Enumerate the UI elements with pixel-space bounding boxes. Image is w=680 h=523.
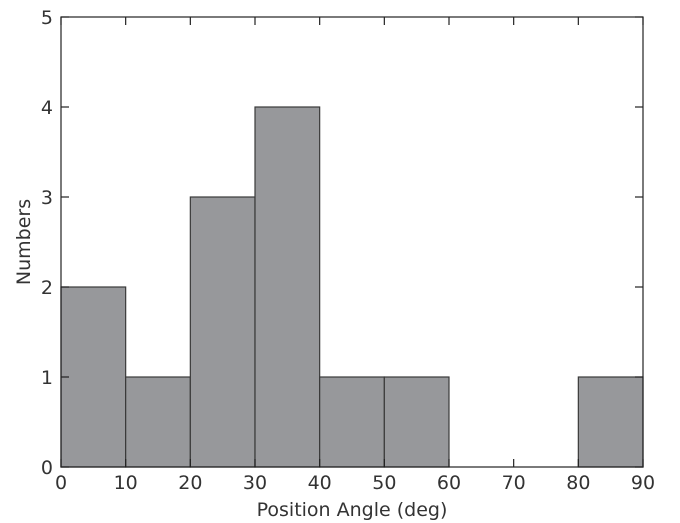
- histogram-bar-30-40: [254, 106, 321, 468]
- x-tick-label: 30: [243, 472, 267, 494]
- y-tick-labels: 0 1 2 3 4 5: [41, 7, 53, 479]
- histogram-bar-20-30: [189, 196, 256, 468]
- y-tick-label: 1: [41, 367, 53, 389]
- ticks-group: [60, 16, 644, 468]
- x-tick-label: 0: [55, 472, 67, 494]
- y-tick-label: 4: [41, 97, 53, 119]
- x-tick-label: 10: [114, 472, 138, 494]
- x-tick-label: 40: [308, 472, 332, 494]
- histogram-bar-50-60: [383, 376, 450, 468]
- x-tick-label: 90: [631, 472, 655, 494]
- x-tick-label: 80: [566, 472, 590, 494]
- histogram-bar-0-10: [60, 286, 127, 468]
- histogram-bar-10-20: [125, 376, 191, 468]
- x-tick-labels: 0 10 20 30 40 50 60 70 80 90: [55, 472, 655, 494]
- y-axis-label: Numbers: [13, 199, 35, 285]
- plot-frame: [60, 16, 644, 468]
- x-tick-label: 20: [178, 472, 202, 494]
- y-tick-label: 2: [41, 277, 53, 299]
- y-tick-label: 3: [41, 187, 53, 209]
- x-tick-label: 60: [437, 472, 461, 494]
- histogram-bar-80-90: [577, 376, 644, 468]
- x-tick-label: 50: [372, 472, 396, 494]
- bars-group: [60, 106, 644, 468]
- histogram-bar-40-50: [319, 376, 385, 468]
- y-tick-label: 5: [41, 7, 53, 29]
- y-tick-label: 0: [41, 457, 53, 479]
- x-axis-label: Position Angle (deg): [257, 499, 448, 521]
- x-tick-label: 70: [502, 472, 526, 494]
